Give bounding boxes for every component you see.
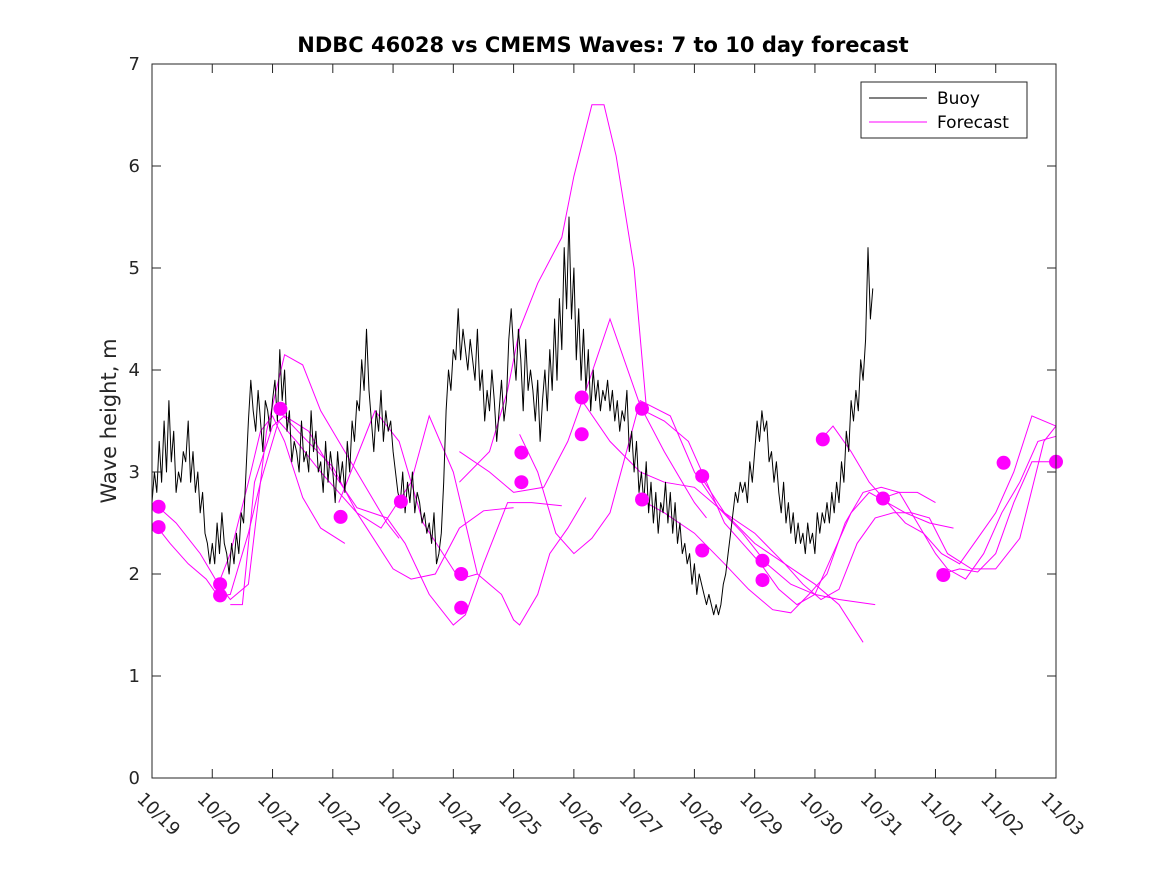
- forecast-line-11: [639, 486, 936, 614]
- forecast-start-marker: [393, 494, 408, 509]
- axes-box: [151, 63, 1057, 779]
- x-tick-label: 10/23: [374, 789, 426, 841]
- forecast-start-marker: [213, 588, 228, 603]
- y-tick-label: 3: [129, 462, 140, 483]
- forecast-line-9: [519, 399, 876, 606]
- y-tick-label: 0: [129, 768, 140, 789]
- forecast-start-marker: [151, 520, 166, 535]
- legend-box: [860, 81, 1028, 139]
- forecast-line-16: [941, 461, 1056, 575]
- forecast-line-15: [881, 435, 1057, 580]
- forecast-start-marker: [936, 568, 951, 582]
- legend-forecast-label: Forecast: [937, 113, 1009, 133]
- forecast-start-marker: [454, 600, 469, 615]
- forecast-line-4: [230, 415, 562, 626]
- y-tick-label: 6: [129, 156, 140, 177]
- legend[interactable]: Buoy Forecast: [860, 81, 1028, 139]
- forecast-line-5: [278, 410, 587, 626]
- buoy-series-group: [151, 216, 874, 616]
- x-tick-label: 10/29: [735, 789, 787, 841]
- forecast-start-marker: [514, 475, 529, 490]
- forecast-line-14: [820, 415, 1057, 565]
- x-axis: 10/19 10/20 10/21 10/22 10/23 10/24 10/25 10/26…: [132, 64, 1088, 840]
- buoy-line: [151, 216, 874, 616]
- forecast-start-marker: [151, 499, 166, 514]
- chart-title: NDBC 46028 vs CMEMS Waves: 7 to 10 day f…: [297, 33, 908, 57]
- forecast-markers-group: [151, 390, 1063, 615]
- x-tick-label: 10/28: [675, 789, 727, 841]
- plot-area: [151, 104, 1063, 643]
- legend-buoy-label: Buoy: [937, 89, 980, 109]
- x-tick-label: 10/30: [795, 789, 847, 841]
- x-tick-label: 11/03: [1036, 789, 1088, 841]
- forecast-line-6: [338, 409, 478, 580]
- x-tick-label: 10/31: [856, 789, 908, 841]
- forecast-start-marker: [755, 553, 770, 568]
- forecast-start-marker: [695, 469, 710, 484]
- forecast-start-marker: [574, 427, 589, 442]
- y-tick-label: 2: [129, 564, 140, 585]
- y-tick-label: 5: [129, 258, 140, 279]
- y-tick-label: 7: [129, 54, 140, 75]
- forecast-start-marker: [635, 492, 649, 507]
- y-axis-label: Wave height, m: [97, 338, 121, 503]
- forecast-line-2: [157, 419, 514, 597]
- forecast-start-marker: [695, 543, 710, 558]
- forecast-line-1: [157, 414, 346, 586]
- forecast-series-group: [157, 104, 1057, 643]
- x-tick-label: 10/27: [615, 789, 667, 841]
- forecast-line-13: [699, 425, 1057, 601]
- forecast-line-3: [217, 353, 400, 601]
- y-tick-label: 4: [129, 360, 140, 381]
- forecast-start-marker: [213, 577, 228, 592]
- x-tick-label: 10/25: [494, 789, 546, 841]
- forecast-start-marker: [514, 445, 529, 460]
- x-tick-label: 10/24: [434, 789, 486, 841]
- forecast-start-marker: [635, 401, 649, 416]
- y-tick-label: 1: [129, 666, 140, 687]
- x-tick-label: 11/02: [976, 789, 1028, 841]
- forecast-start-marker: [333, 509, 348, 524]
- forecast-line-7: [459, 104, 647, 483]
- forecast-line-12: [639, 408, 954, 606]
- forecast-start-marker: [454, 567, 469, 581]
- forecast-start-marker: [574, 390, 589, 405]
- forecast-start-marker: [996, 455, 1011, 470]
- forecast-start-marker: [273, 401, 288, 416]
- forecast-start-marker: [876, 491, 890, 506]
- forecast-start-marker: [755, 573, 770, 588]
- x-tick-label: 10/20: [193, 789, 245, 841]
- x-tick-label: 10/19: [132, 789, 184, 841]
- y-axis: 0 1 2 3 4 5 6 7: [129, 54, 1056, 789]
- x-tick-label: 11/01: [916, 789, 968, 841]
- forecast-start-marker: [815, 432, 830, 447]
- x-tick-label: 10/26: [554, 789, 606, 841]
- x-tick-label: 10/22: [313, 789, 365, 841]
- x-tick-label: 10/21: [253, 789, 305, 841]
